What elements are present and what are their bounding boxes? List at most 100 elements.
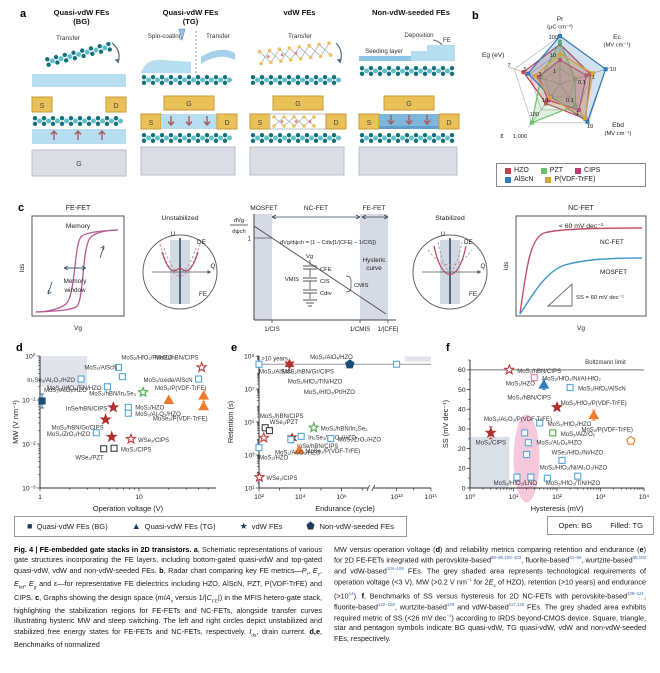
svg-text:10⁰: 10⁰ (465, 493, 476, 501)
gate-electrode (31, 149, 127, 177)
svg-text:Cdiv: Cdiv (320, 291, 332, 297)
svg-text:(μC cm⁻²): (μC cm⁻²) (547, 25, 573, 31)
fe-film (32, 73, 126, 87)
svg-text:WSe₂/CIPS: WSe₂/CIPS (266, 476, 297, 482)
svg-text:ε: ε (500, 133, 503, 140)
svg-text:10²: 10² (254, 494, 265, 501)
svg-text:Ids: Ids (19, 263, 26, 272)
pipette-icon (178, 28, 186, 42)
svg-text:S: S (258, 120, 263, 127)
svg-text:Eg (eV): Eg (eV) (482, 52, 504, 59)
svg-text:0.1: 0.1 (578, 80, 586, 86)
svg-text:1: 1 (248, 237, 252, 243)
2d-channel-icon (250, 132, 341, 143)
svg-text:10¹: 10¹ (245, 485, 256, 492)
svg-text:MoS₂/CIPS: MoS₂/CIPS (121, 447, 151, 453)
svg-text:100: 100 (549, 35, 558, 41)
source-electrode (31, 96, 53, 113)
svg-text:NC-FET: NC-FET (304, 205, 328, 212)
svg-text:MoS₂/HfO₂/TiN/HZO: MoS₂/HfO₂/TiN/HZO (47, 386, 102, 392)
svg-text:dVg: dVg (234, 218, 244, 224)
unstabilized-energy-diagram: Unstabilized U Q DE FE (142, 215, 218, 310)
svg-text:Vg: Vg (306, 254, 313, 260)
fefet-memory-plot: FE-FET Memory Memory window Ids Vg (19, 205, 125, 332)
svg-text:MoS₂/hBN/CIPS: MoS₂/hBN/CIPS (155, 355, 199, 361)
retention-vs-endurance-chart: 10² 10⁴ 10⁶ 10¹³ 10¹⁵ 10¹ 10³ 10⁵ 10⁷ 10⁹ Enduranc… (226, 353, 437, 513)
svg-text:MoS₂/HfO₂/HZO: MoS₂/HfO₂/HZO (548, 422, 592, 428)
de-curve (437, 241, 463, 272)
sweep-up-arrow-icon (99, 245, 105, 259)
svg-text:Operation voltage (V): Operation voltage (V) (93, 504, 163, 513)
design-space-diagram: dVg dψch MOSFET NC-FET FE-FET 1 dVg/dψch… (230, 205, 399, 333)
col3-process-schematic: Transfer (250, 33, 342, 85)
svg-text:10¹³: 10¹³ (391, 494, 404, 501)
open-bg-label: Open: BG (558, 521, 593, 530)
svg-text:SS (mV dec⁻¹): SS (mV dec⁻¹) (441, 400, 450, 448)
svg-text:CFE: CFE (320, 267, 332, 273)
col3-device-schematic: G S D (249, 95, 347, 176)
spin-coated-film (141, 59, 191, 73)
svg-text:1: 1 (553, 69, 556, 75)
open-filled-legend: Open: BG Filled: TG (547, 516, 654, 535)
col1-process-label: Transfer (56, 35, 81, 42)
fe-label: FE (443, 37, 451, 44)
marker-legend: ■ Quasi-vdW FEs (BG) ▲ Quasi-vdW FEs (TG) … (14, 516, 408, 537)
fe-deposit (411, 44, 455, 61)
radar-legend: HZO PZT CIPS AlScN P(VDF-TrFE) (496, 163, 646, 187)
mosfet-region (254, 214, 272, 320)
svg-text:G: G (186, 101, 191, 108)
svg-text:10⁻¹: 10⁻¹ (22, 397, 36, 404)
de-curve (163, 247, 197, 273)
svg-text:10¹: 10¹ (509, 494, 520, 501)
panel-c-label: c (18, 202, 25, 214)
col4-process-schematic: Deposition Seeding layer FE (359, 32, 455, 76)
svg-text:DE: DE (197, 239, 206, 246)
col2-device-schematic: G S D (140, 95, 238, 176)
svg-text:MoS₂/hBN/CIPS: MoS₂/hBN/CIPS (507, 395, 551, 401)
svg-text:60: 60 (458, 367, 466, 374)
svg-text:In₂Se₃/Al₂O₃/HZO: In₂Se₃/Al₂O₃/HZO (27, 378, 75, 384)
svg-text:MoS₂/AlScN: MoS₂/AlScN (259, 369, 292, 375)
svg-text:Vg: Vg (74, 325, 82, 332)
panel-f-label: f (446, 342, 450, 354)
svg-text:MoS₂/HZO: MoS₂/HZO (135, 405, 164, 411)
svg-text:Memory: Memory (66, 223, 91, 230)
drain-electrode (105, 96, 127, 113)
svg-text:5: 5 (523, 67, 526, 73)
substrate (249, 146, 345, 176)
panel-e-label: e (231, 342, 238, 354)
svg-text:MOSFET: MOSFET (250, 205, 277, 212)
double-well-curve (161, 251, 199, 272)
svg-text:D: D (446, 120, 451, 127)
svg-text:40: 40 (458, 407, 466, 414)
svg-text:D: D (333, 120, 338, 127)
col3-process-label: Transfer (288, 33, 313, 40)
substrate (358, 146, 458, 176)
gate-electrode (163, 95, 215, 111)
svg-text:30: 30 (458, 426, 466, 433)
star-icon: ★ (239, 521, 248, 531)
svg-text:0.1: 0.1 (566, 98, 574, 104)
transferred-sheet (201, 49, 235, 64)
svg-text:Pr: Pr (557, 16, 564, 23)
col1-title2: (BG) (73, 17, 90, 27)
svg-text:G: G (295, 101, 300, 108)
svg-text:MoS₂/hBN/CIPS: MoS₂/hBN/CIPS (517, 369, 561, 375)
col2-process-schematic: Spin-coating Transfer (141, 28, 235, 85)
ss-triangle-icon (546, 282, 573, 307)
svg-text:NC-FET: NC-FET (600, 239, 624, 246)
svg-text:S: S (40, 103, 45, 110)
col2-title2: (TG) (182, 17, 199, 27)
svg-text:10¹⁵: 10¹⁵ (425, 494, 437, 501)
svg-text:Hysteric: Hysteric (363, 257, 386, 264)
svg-text:10⁴: 10⁴ (295, 494, 306, 501)
svg-text:WSe₂/HfO₂/Ni/HZO: WSe₂/HfO₂/Ni/HZO (552, 451, 604, 457)
svg-text:MoS₂/Al₂O₃/HZO: MoS₂/Al₂O₃/HZO (135, 412, 181, 418)
svg-text:10: 10 (550, 53, 556, 59)
drain-electrode (438, 113, 460, 130)
svg-text:Q: Q (211, 263, 216, 270)
seeding-layer-label: Seeding layer (365, 48, 403, 55)
svg-text:MoS₂/P(VDF-TrFE): MoS₂/P(VDF-TrFE) (581, 428, 632, 434)
svg-text:curve: curve (366, 265, 382, 272)
